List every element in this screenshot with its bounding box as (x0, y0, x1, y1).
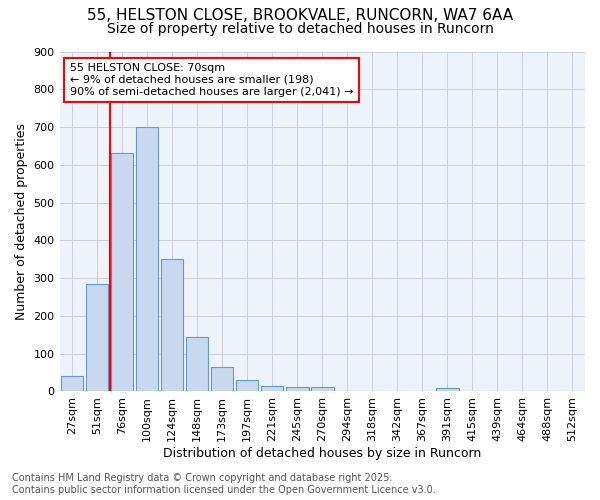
Bar (86, 284, 109, 392)
Bar (211, 367, 233, 392)
Text: 55, HELSTON CLOSE, BROOKVALE, RUNCORN, WA7 6AA: 55, HELSTON CLOSE, BROOKVALE, RUNCORN, W… (87, 8, 513, 22)
Bar (261, 386, 283, 392)
Bar (186, 336, 208, 392)
Y-axis label: Number of detached properties: Number of detached properties (15, 123, 28, 320)
Text: 55 HELSTON CLOSE: 70sqm
← 9% of detached houses are smaller (198)
90% of semi-de: 55 HELSTON CLOSE: 70sqm ← 9% of detached… (70, 64, 353, 96)
Bar (111, 152, 133, 392)
Bar (61, 376, 83, 392)
Bar (436, 388, 458, 392)
Bar (286, 387, 308, 392)
Text: Size of property relative to detached houses in Runcorn: Size of property relative to detached ho… (107, 22, 493, 36)
Bar (136, 127, 158, 392)
Bar (161, 260, 184, 392)
Bar (236, 380, 259, 392)
Bar (311, 387, 334, 392)
Text: Contains HM Land Registry data © Crown copyright and database right 2025.
Contai: Contains HM Land Registry data © Crown c… (12, 474, 436, 495)
X-axis label: Distribution of detached houses by size in Runcorn: Distribution of detached houses by size … (163, 447, 481, 460)
